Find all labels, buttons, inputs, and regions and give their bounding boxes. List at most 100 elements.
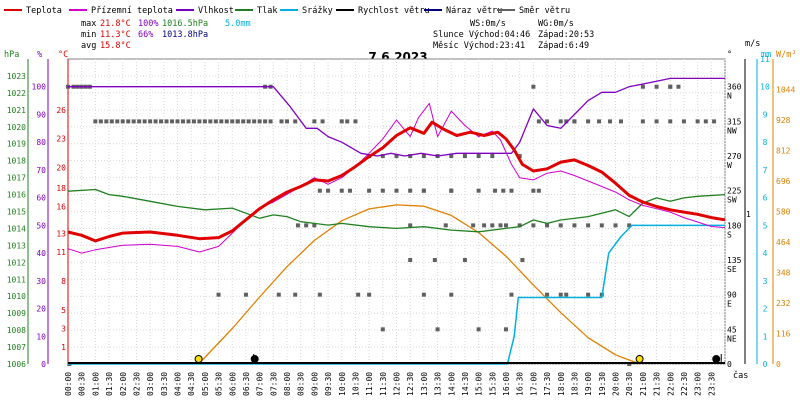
stats-max-hum: 100% [138, 19, 158, 29]
hpa-tick-label: 1007 [7, 343, 26, 352]
wind-direction-point [586, 292, 591, 297]
moonset-readout: Západ:6:49 [538, 41, 589, 51]
wm-tick-label: 1044 [776, 86, 795, 95]
wind-direction-point [462, 258, 467, 263]
wind-direction-point [131, 119, 136, 124]
wind-direction-point [326, 188, 331, 193]
wind-direction-point [599, 223, 604, 228]
ws-readout: WS:0m/s [470, 19, 506, 29]
x-tick-label: 08:30 [297, 372, 306, 396]
wind-direction-point [243, 292, 248, 297]
wind-direction-point [356, 292, 361, 297]
wind-direction-point [564, 292, 569, 297]
wind-direction-point [572, 223, 577, 228]
wind-direction-point [293, 292, 298, 297]
wind-direction-point [493, 188, 498, 193]
dir-tick-label: 180 [727, 221, 742, 230]
wind-direction-point [126, 119, 131, 124]
wind-direction-point [668, 84, 673, 89]
sunrise-marker [194, 355, 203, 363]
wind-direction-point [241, 119, 246, 124]
mm-tick-label: 2 [763, 305, 768, 314]
stats-max-temp: 21.8°C [100, 19, 131, 29]
x-tick-label: 23:30 [707, 372, 716, 396]
wind-direction-point [712, 119, 717, 124]
stats-avg-label: avg [81, 41, 96, 51]
wind-direction-point [98, 119, 103, 124]
wind-direction-markers [66, 84, 717, 366]
x-tick-label: 10:00 [338, 372, 347, 396]
temp-tick-label: 18 [56, 184, 66, 193]
wind-direction-point [504, 327, 508, 332]
wind-direction-point [268, 119, 273, 124]
mm-tick-label: 7 [763, 166, 768, 175]
pct-tick-label: 50 [36, 221, 46, 230]
x-tick-label: 19:00 [584, 372, 593, 396]
wind-direction-point [449, 292, 454, 297]
hpa-tick-label: 1021 [7, 106, 26, 115]
moonrise-readout: Měsíc Východ:23:41 [433, 41, 525, 51]
x-tick-label: 07:00 [256, 372, 265, 396]
wind-direction-point [408, 154, 413, 159]
x-tick-label: 13:30 [434, 372, 443, 396]
wind-direction-point [586, 223, 591, 228]
wind-direction-point [564, 119, 569, 124]
wind-direction-point [285, 119, 289, 124]
dir-tick-label: 90 [727, 291, 737, 300]
x-tick-label: 06:00 [228, 372, 237, 396]
sun-moon-info: WS:0m/s WG:0m/s Slunce Východ:04:46 Zápa… [433, 19, 594, 51]
x-tick-label: 03:30 [160, 372, 169, 396]
wind-direction-point [613, 223, 618, 228]
series-lines [67, 77, 726, 365]
sunrise-readout: Slunce Východ:04:46 [433, 30, 530, 40]
mm-tick-label: 1 [763, 332, 768, 341]
moonrise-marker [712, 355, 721, 363]
wind-direction-point [654, 119, 659, 124]
wind-direction-point [345, 119, 350, 124]
temp-tick-label: 3 [61, 324, 66, 333]
wind-direction-point [449, 188, 454, 193]
wind-direction-point [504, 223, 508, 228]
legend-label: Teplota [26, 6, 62, 16]
wind-direction-point [295, 223, 300, 228]
hpa-tick-label: 1014 [7, 224, 26, 233]
wind-direction-point [703, 119, 708, 124]
deg-unit: °C [58, 50, 68, 60]
wind-direction-point [104, 119, 109, 124]
wm-tick-label: 928 [776, 116, 791, 125]
x-tick-label: 04:00 [174, 372, 183, 396]
temp-tick-label: 8 [61, 277, 66, 286]
wind-direction-point [213, 119, 218, 124]
pct-tick-label: 90 [36, 110, 46, 119]
ms-unit: m/s [745, 39, 760, 49]
stats-min-hum: 66% [138, 30, 153, 40]
x-tick-label: 15:00 [475, 372, 484, 396]
x-axis-label: čas [733, 370, 748, 381]
x-tick-label: 17:00 [529, 372, 538, 396]
wind-direction-point [263, 119, 268, 124]
pct-tick-label: 80 [36, 138, 46, 147]
wind-direction-point [517, 223, 522, 228]
x-tick-label: 19:30 [598, 372, 607, 396]
wind-direction-point [462, 154, 467, 159]
wind-direction-point [443, 223, 448, 228]
stats-min-press: 1013.8hPa [162, 30, 208, 40]
legend-label: Směr větru [519, 6, 570, 16]
dir-tick-compass: S [727, 230, 732, 239]
hpa-tick-label: 1016 [7, 191, 26, 200]
wm-unit: W/m² [776, 50, 796, 60]
hpa-tick-label: 1008 [7, 326, 26, 335]
hpa-tick-label: 1013 [7, 241, 26, 250]
wm-tick-label: 580 [776, 208, 791, 217]
stats-max-rain: 5.0mm [225, 19, 251, 29]
dir-tick-compass: W [727, 161, 732, 170]
pct-tick-label: 20 [36, 305, 46, 314]
x-tick-label: 20:00 [612, 372, 621, 396]
x-tick-label: 23:00 [694, 372, 703, 396]
wind-direction-point [109, 119, 114, 124]
pct-tick-label: 70 [36, 166, 46, 175]
wind-direction-point [471, 223, 476, 228]
wind-direction-point [490, 154, 495, 159]
series-line-tlak [67, 188, 726, 233]
